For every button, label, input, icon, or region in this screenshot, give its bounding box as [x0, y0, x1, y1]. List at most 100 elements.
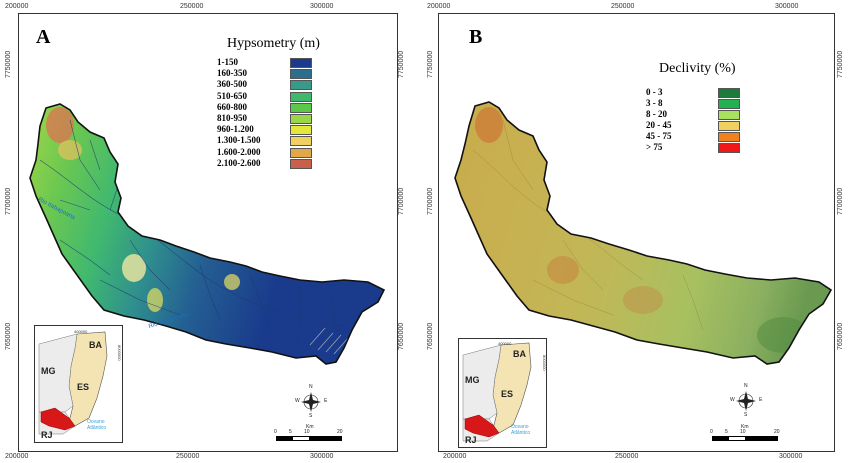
state-label: RJ: [465, 435, 477, 445]
legend-item: 810-950: [217, 113, 314, 124]
legend-label: 510-650: [217, 90, 247, 101]
legend-swatch: [718, 132, 740, 142]
compass-label: E: [759, 397, 763, 403]
compass-label: S: [309, 413, 313, 419]
panel-letter: A: [36, 26, 51, 48]
state-label: BA: [513, 349, 526, 359]
legend-item: 360-500: [217, 79, 314, 91]
compass-label: N: [744, 383, 748, 389]
legend-label: 2.100-2.600: [217, 157, 261, 168]
scale-unit: Km: [306, 424, 314, 430]
state-label: RJ: [41, 430, 53, 440]
scale-bar: [712, 436, 778, 441]
ocean-label: Oceano: [511, 424, 529, 430]
inset-states: [38, 331, 108, 435]
legend-swatch: [290, 136, 312, 147]
panel-letter: B: [469, 26, 483, 48]
state-label: ES: [501, 389, 514, 399]
state-label: ES: [77, 382, 90, 392]
legend-item: 0 - 3: [646, 87, 742, 98]
legend-label: 660-800: [217, 101, 247, 112]
legend-item: 1-150: [217, 57, 314, 68]
scale-bar: [276, 436, 342, 441]
legend-label: 960-1.200: [217, 124, 254, 135]
compass-label: W: [295, 398, 300, 404]
legend-item: 660-800: [217, 101, 314, 113]
legend-label: 1.300-1.500: [217, 135, 261, 146]
ocean-label: Atlântico: [87, 425, 107, 431]
location-inset-map: BA MG ES RJ Oceano Atlântico: [34, 325, 123, 443]
legend-swatch: [718, 143, 740, 153]
inset-coord: 400000: [498, 341, 512, 346]
legend-item: 1.600-2.000: [217, 146, 314, 158]
state-label: BA: [89, 340, 102, 350]
scale-tick: 5: [289, 429, 292, 435]
legend-swatch: [290, 58, 312, 68]
compass-label: E: [324, 398, 328, 404]
legend-swatch: [290, 147, 312, 158]
basin-map: [454, 101, 833, 365]
state-label: MG: [41, 366, 56, 376]
ocean-label: Oceano: [87, 419, 105, 425]
legend-item: 8 - 20: [646, 109, 742, 120]
legend-swatch: [290, 125, 312, 136]
legend-item: 2.100-2.600: [217, 157, 314, 169]
state-label: MG: [465, 375, 480, 385]
compass-label: W: [730, 397, 735, 403]
north-arrow-icon: [736, 391, 756, 411]
bottom-coord: 250000: [176, 453, 200, 460]
scale-tick: 20: [774, 429, 780, 435]
bottom-coord: 300000: [779, 453, 803, 460]
legend-swatch: [718, 121, 740, 131]
legend-swatch: [290, 114, 312, 124]
legend-label: 810-950: [217, 113, 247, 123]
scale-tick: 20: [337, 429, 343, 435]
scale-tick: 0: [710, 429, 713, 435]
legend-label: 45 - 75: [646, 131, 672, 141]
legend-swatch: [290, 102, 312, 113]
panel-a-hypsometry-map: 200000 250000 300000 200000 250000 30000…: [0, 0, 408, 463]
legend-swatch: [290, 80, 312, 91]
legend-title: Declivity (%): [659, 61, 736, 76]
top-coord: 250000: [611, 3, 635, 10]
top-coord: 250000: [180, 3, 204, 10]
legend-label: 8 - 20: [646, 109, 667, 119]
scale-tick: 10: [304, 429, 310, 435]
legend-swatch: [290, 69, 312, 80]
location-inset-map: BA MG ES RJ Oceano Atlântico: [458, 338, 547, 448]
top-coord: 200000: [427, 3, 451, 10]
bottom-coord: 250000: [615, 453, 639, 460]
scale-tick: 5: [725, 429, 728, 435]
legend-item: 3 - 8: [646, 98, 742, 109]
bottom-coord: 200000: [443, 453, 467, 460]
scale-tick: 0: [274, 429, 277, 435]
legend-label: 160-350: [217, 68, 247, 79]
legend-item: > 75: [646, 142, 742, 153]
inset-coord: 8000000: [542, 355, 547, 371]
panel-b-declivity-map: 200000 250000 300000 200000 250000 30000…: [423, 0, 850, 463]
inset-states: [462, 342, 532, 442]
inset-coord: 8000000: [117, 345, 122, 361]
top-coord: 300000: [310, 3, 334, 10]
legend-swatch: [290, 158, 312, 169]
legend-label: 1.600-2.000: [217, 146, 261, 157]
legend-item: 20 - 45: [646, 120, 742, 131]
legend-label: 0 - 3: [646, 87, 663, 97]
legend-item: 1.300-1.500: [217, 135, 314, 147]
legend-item: 960-1.200: [217, 124, 314, 136]
inset-coord: 400000: [74, 329, 88, 334]
legend-swatch: [290, 91, 312, 102]
legend-label: 20 - 45: [646, 120, 672, 130]
scale-tick: 10: [740, 429, 746, 435]
north-arrow-icon: [301, 392, 321, 412]
bottom-coord: 300000: [310, 453, 334, 460]
basin-map: [29, 103, 386, 365]
legend-label: 3 - 8: [646, 98, 663, 108]
scale-unit: Km: [741, 424, 749, 430]
compass-label: N: [309, 384, 313, 390]
legend-label: 1-150: [217, 57, 238, 67]
legend-title: Hypsometry (m): [227, 36, 320, 51]
legend-label: 360-500: [217, 79, 247, 90]
bottom-coord: 200000: [5, 453, 29, 460]
ocean-label: Atlântico: [511, 430, 531, 436]
